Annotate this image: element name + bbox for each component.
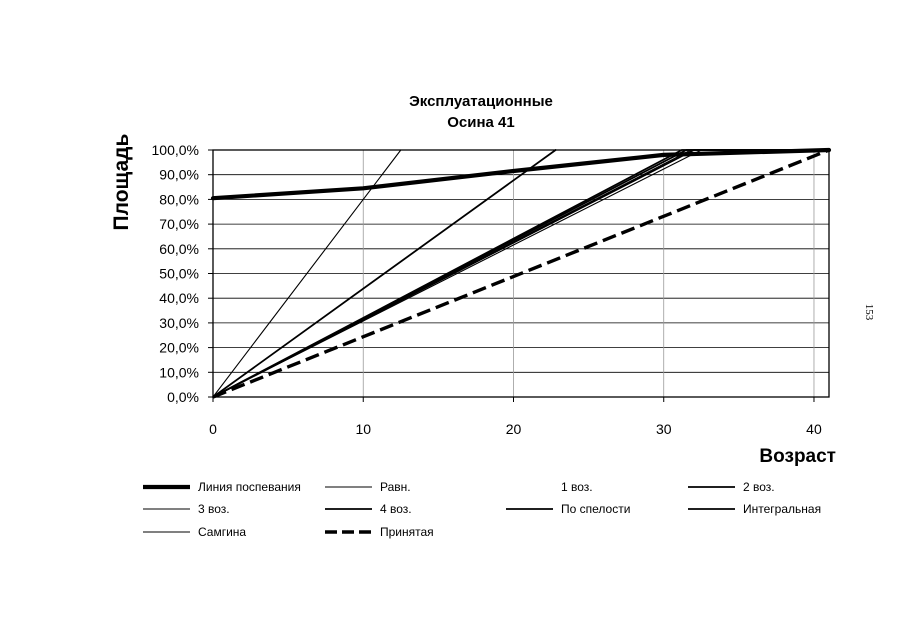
chart-subtitle: Осина 41 — [447, 114, 515, 131]
legend: Линия поспевания Равн. 1 воз. 2 воз. 3 воз. 4… — [143, 480, 821, 539]
series-line-3 — [212, 149, 557, 398]
legend-label-9: Принятая — [380, 525, 434, 539]
y-tick-label-10: 100,0% — [152, 142, 199, 158]
x-tick-label-0: 0 — [209, 421, 217, 437]
legend-label-2: 1 воз. — [561, 480, 593, 494]
y-tick-label-3: 30,0% — [159, 315, 199, 331]
y-tick-label-9: 90,0% — [159, 167, 199, 183]
series-line-9 — [212, 148, 830, 399]
series-line-0 — [210, 147, 832, 201]
y-tick-label-1: 10,0% — [159, 364, 199, 380]
y-tick-label-5: 50,0% — [159, 266, 199, 282]
y-tick-label-4: 40,0% — [159, 290, 199, 306]
y-tick-label-6: 60,0% — [159, 241, 199, 257]
legend-label-3: 2 воз. — [743, 480, 775, 494]
y-tick-label-7: 70,0% — [159, 216, 199, 232]
x-tick-label-2: 20 — [506, 421, 522, 437]
x-tick-label-3: 30 — [656, 421, 672, 437]
series-line-1 — [212, 149, 402, 398]
legend-label-8: Самгина — [198, 525, 246, 539]
x-tick-label-1: 10 — [355, 421, 371, 437]
legend-label-6: По спелости — [561, 502, 630, 516]
legend-label-5: 4 воз. — [380, 502, 412, 516]
legend-label-4: 3 воз. — [198, 502, 230, 516]
y-tick-labels: 0,0% 10,0% 20,0% 30,0% 40,0% 50,0% 60,0% 70,0% 8… — [152, 142, 199, 405]
chart-title: Эксплуатационные — [409, 93, 553, 110]
legend-label-7: Интегральная — [743, 502, 821, 516]
x-tick-labels: 0 10 20 30 40 — [209, 421, 822, 437]
legend-label-1: Равн. — [380, 480, 411, 494]
page-number: 153 — [863, 304, 875, 321]
y-axis-label: Площадь — [110, 133, 133, 230]
y-tick-label-0: 0,0% — [167, 389, 199, 405]
y-tick-label-8: 80,0% — [159, 191, 199, 207]
y-tick-label-2: 20,0% — [159, 340, 199, 356]
x-tick-label-4: 40 — [806, 421, 822, 437]
legend-label-0: Линия поспевания — [198, 480, 301, 494]
plot-frame — [208, 149, 830, 402]
x-axis-label: Возраст — [759, 446, 836, 467]
